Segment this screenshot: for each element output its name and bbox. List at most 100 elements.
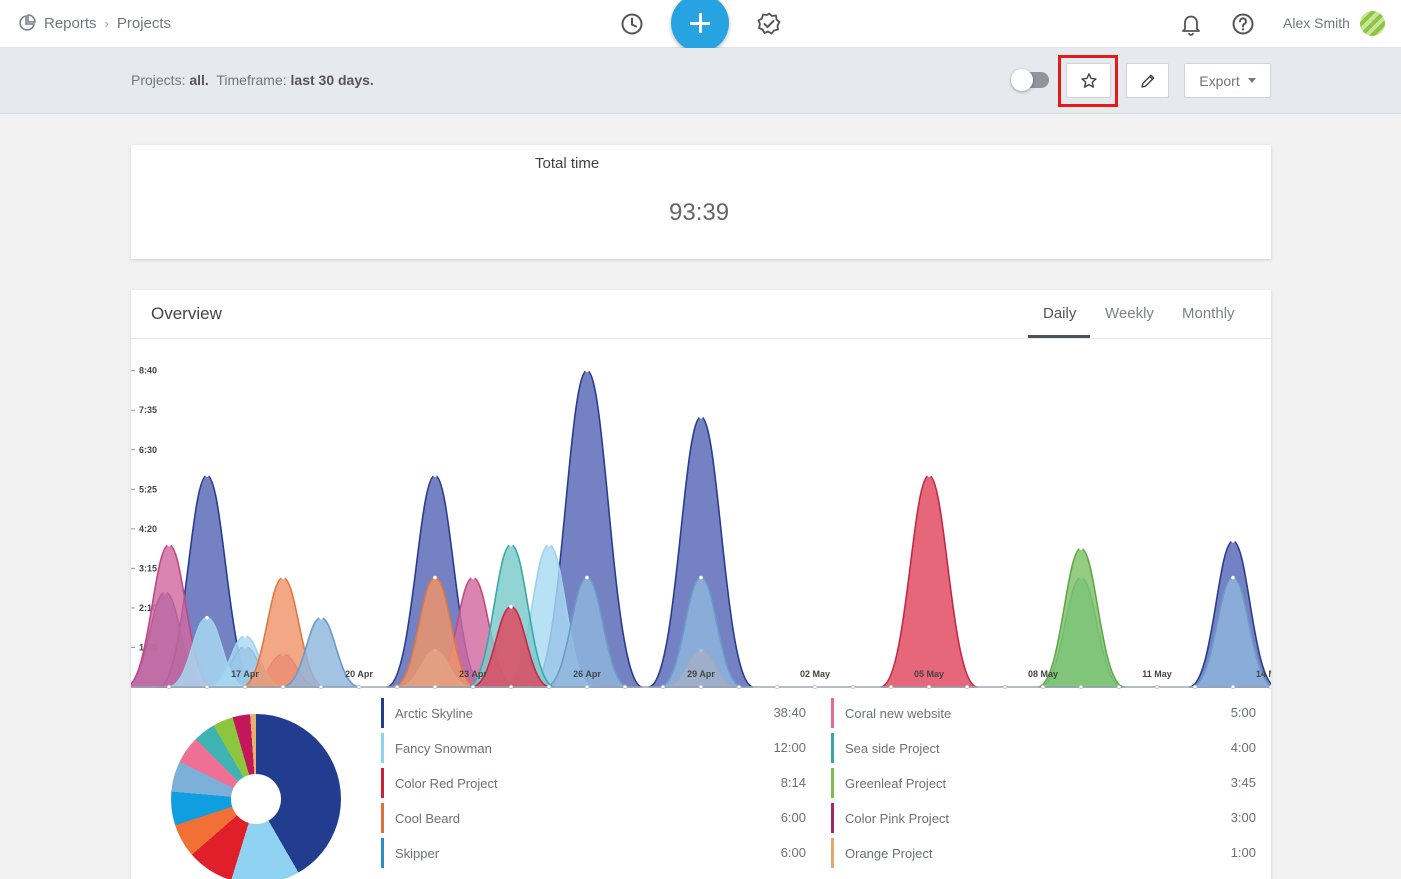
y-tick-label: 8:40 [139, 366, 157, 376]
axis-point [508, 684, 514, 689]
filter-summary[interactable]: Projects: all. Timeframe: last 30 days. [131, 72, 374, 88]
axis-point [736, 684, 742, 689]
add-button[interactable] [671, 0, 729, 52]
legend-row[interactable]: Cool Beard 6:00 [381, 803, 806, 838]
legend-left: Arctic Skyline 38:40 Fancy Snowman 12:00 Col… [381, 698, 806, 873]
user-name[interactable]: Alex Smith [1283, 15, 1350, 31]
y-tick-label: 6:30 [139, 445, 157, 455]
legend-time: 3:00 [1230, 810, 1256, 825]
legend-time: 5:00 [1230, 705, 1256, 720]
legend-color [381, 733, 384, 763]
edit-button[interactable] [1126, 63, 1169, 98]
legend-color [381, 698, 384, 728]
breadcrumb: Reports › Projects [18, 14, 171, 32]
legend-name: Fancy Snowman [395, 741, 492, 756]
axis-point [242, 684, 248, 689]
data-point [585, 575, 589, 580]
avatar[interactable] [1360, 11, 1385, 36]
data-point [205, 615, 209, 620]
axis-point [926, 684, 932, 689]
pencil-icon [1140, 74, 1154, 88]
legend-color [831, 838, 834, 868]
legend-time: 6:00 [780, 810, 806, 825]
x-tick-label: 26 Apr [573, 669, 601, 679]
legend-row[interactable]: Sea side Project 4:00 [831, 733, 1256, 768]
axis-point [356, 684, 362, 689]
data-point [509, 542, 513, 547]
tab-monthly[interactable]: Monthly [1182, 305, 1235, 322]
axis-point [812, 684, 818, 689]
clock-icon[interactable] [619, 11, 645, 37]
highlight-box [1058, 55, 1118, 107]
caret-down-icon [1247, 78, 1256, 83]
legend-row[interactable]: Color Pink Project 3:00 [831, 803, 1256, 838]
legend-row[interactable]: Greenleaf Project 3:45 [831, 768, 1256, 803]
data-point [1079, 546, 1083, 551]
x-tick-label: 17 Apr [231, 669, 259, 679]
legend-color [831, 733, 834, 763]
axis-point [470, 684, 476, 689]
legend-right: Coral new website 5:00 Sea side Project 4:0… [831, 698, 1256, 873]
top-bar: Reports › Projects Alex Smith [0, 0, 1401, 52]
legend-color [831, 768, 834, 798]
legend-color [831, 698, 834, 728]
x-tick-label: 08 May [1028, 669, 1058, 679]
data-point [205, 473, 209, 478]
axis-point [888, 684, 894, 689]
projects-label: Projects: [131, 72, 186, 88]
help-icon[interactable] [1230, 11, 1256, 37]
legend-color [831, 803, 834, 833]
total-time-value: 93:39 [669, 199, 730, 226]
data-point [1231, 575, 1235, 580]
data-point [471, 575, 475, 580]
legend-name: Coral new website [845, 706, 952, 721]
projects-value: all. [189, 72, 209, 88]
legend-row[interactable]: Skipper 6:00 [381, 838, 806, 873]
total-time-title: Total time [535, 155, 600, 172]
legend-row[interactable]: Color Red Project 8:14 [381, 768, 806, 803]
x-tick-label: 14 May [1256, 669, 1271, 679]
series-area [1037, 547, 1125, 688]
legend-color [381, 803, 384, 833]
legend-time: 1:00 [1230, 845, 1256, 860]
x-tick-label: 23 Apr [459, 669, 487, 679]
data-point [699, 575, 703, 580]
legend-row[interactable]: Fancy Snowman 12:00 [381, 733, 806, 768]
y-tick-label: 3:15 [139, 563, 157, 573]
bell-icon[interactable] [1178, 11, 1204, 37]
reports-icon [19, 14, 36, 31]
axis-point [850, 684, 856, 689]
series-area [880, 474, 978, 688]
axis-point [964, 684, 970, 689]
x-tick-label: 05 May [914, 669, 944, 679]
data-point [927, 473, 931, 478]
timeframe-value: last 30 days. [290, 72, 374, 88]
data-point [1231, 539, 1235, 543]
legend-time: 12:00 [773, 740, 806, 755]
data-point [509, 604, 513, 609]
favorite-button[interactable] [1066, 63, 1111, 98]
tab-daily[interactable]: Daily [1043, 305, 1077, 322]
legend-row[interactable]: Coral new website 5:00 [831, 698, 1256, 733]
toggle-switch[interactable] [1011, 69, 1049, 91]
data-point [547, 542, 551, 547]
data-point [585, 368, 589, 373]
y-tick-label: 4:20 [139, 524, 157, 534]
chevron-right-icon: › [104, 15, 109, 31]
axis-point [166, 684, 172, 689]
pie-chart-hole [231, 774, 281, 824]
legend-row[interactable]: Arctic Skyline 38:40 [381, 698, 806, 733]
export-button[interactable]: Export [1184, 63, 1271, 98]
data-point [319, 615, 323, 620]
axis-point [546, 684, 552, 689]
axis-point [1078, 684, 1084, 689]
legend-name: Color Pink Project [845, 811, 950, 826]
tab-weekly[interactable]: Weekly [1105, 305, 1154, 322]
axis-point [1154, 684, 1160, 689]
approval-icon[interactable] [756, 11, 782, 37]
breadcrumb-reports[interactable]: Reports [44, 14, 97, 32]
legend-color [381, 838, 384, 868]
legend-row[interactable]: Orange Project 1:00 [831, 838, 1256, 873]
active-tab-indicator [1028, 335, 1090, 338]
